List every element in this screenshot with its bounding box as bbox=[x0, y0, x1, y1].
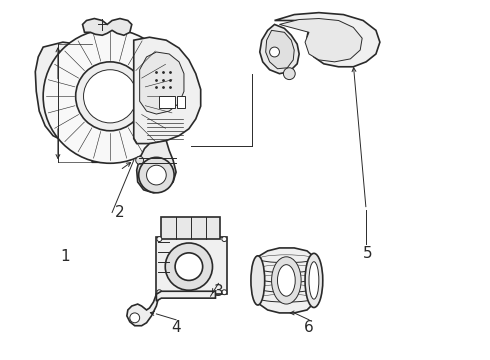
Circle shape bbox=[222, 237, 227, 242]
Text: 1: 1 bbox=[60, 249, 70, 264]
Polygon shape bbox=[134, 37, 201, 144]
Polygon shape bbox=[258, 248, 314, 313]
Bar bbox=[177, 96, 185, 108]
Polygon shape bbox=[140, 52, 184, 114]
Polygon shape bbox=[91, 34, 137, 162]
Text: 3: 3 bbox=[214, 284, 223, 299]
Circle shape bbox=[270, 47, 279, 57]
Ellipse shape bbox=[305, 253, 323, 307]
Bar bbox=[156, 237, 227, 294]
Polygon shape bbox=[260, 24, 299, 74]
Polygon shape bbox=[266, 30, 294, 69]
Ellipse shape bbox=[309, 262, 319, 299]
Polygon shape bbox=[156, 291, 216, 301]
Text: 6: 6 bbox=[304, 320, 314, 335]
Ellipse shape bbox=[277, 265, 295, 296]
Polygon shape bbox=[35, 42, 93, 143]
Circle shape bbox=[83, 70, 137, 123]
Ellipse shape bbox=[271, 257, 301, 304]
Polygon shape bbox=[82, 18, 132, 35]
Circle shape bbox=[222, 290, 227, 295]
Circle shape bbox=[136, 156, 144, 164]
Circle shape bbox=[283, 68, 295, 80]
Bar bbox=[159, 96, 175, 108]
Text: 2: 2 bbox=[115, 205, 125, 220]
Circle shape bbox=[130, 313, 140, 323]
Text: 4: 4 bbox=[172, 320, 181, 335]
Circle shape bbox=[175, 253, 203, 280]
Circle shape bbox=[165, 243, 213, 290]
Circle shape bbox=[43, 30, 177, 163]
Circle shape bbox=[157, 290, 162, 295]
Polygon shape bbox=[274, 13, 380, 67]
Circle shape bbox=[157, 237, 162, 242]
Polygon shape bbox=[279, 18, 362, 62]
Circle shape bbox=[75, 62, 145, 131]
Polygon shape bbox=[137, 141, 176, 193]
Circle shape bbox=[139, 157, 174, 193]
Circle shape bbox=[147, 165, 166, 185]
Polygon shape bbox=[127, 294, 159, 326]
Text: 5: 5 bbox=[363, 246, 373, 261]
Ellipse shape bbox=[251, 256, 265, 305]
Bar bbox=[161, 217, 220, 239]
